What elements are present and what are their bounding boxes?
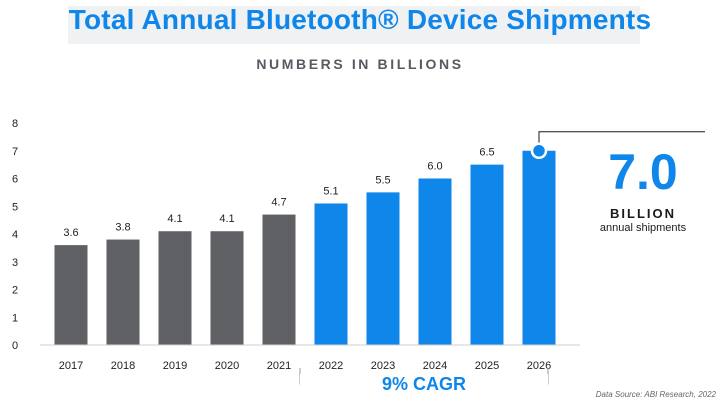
chart-title: Total Annual Bluetooth® Device Shipments — [68, 4, 652, 35]
y-tick-label: 2 — [12, 285, 18, 297]
x-tick-label: 2022 — [319, 360, 343, 372]
bar-2026 — [522, 150, 556, 345]
y-tick-label: 3 — [12, 257, 18, 269]
x-axis-labels: 2017 2018 2019 2020 2021 2022 2023 2024 2025 2026 — [59, 360, 551, 372]
y-tick-label: 7 — [12, 146, 18, 158]
data-label-2023: 5.5 — [375, 174, 390, 186]
x-tick-label: 2017 — [59, 360, 83, 372]
data-label-2021: 4.7 — [271, 197, 286, 209]
y-tick-label: 8 — [12, 118, 18, 130]
bar-2017 — [54, 245, 88, 345]
bar-2025 — [470, 164, 504, 345]
x-tick-label: 2026 — [527, 360, 551, 372]
x-tick-label: 2019 — [163, 360, 187, 372]
data-label-2024: 6.0 — [427, 161, 442, 173]
data-source: Data Source: ABI Research, 2022 — [595, 390, 716, 399]
chart-subtitle: NUMBERS IN BILLIONS — [256, 56, 464, 72]
y-tick-label: 0 — [12, 340, 18, 352]
data-label-2018: 3.8 — [115, 222, 130, 234]
y-tick-label: 4 — [12, 229, 18, 241]
y-axis-ticks: 0 1 2 3 4 5 6 7 8 — [12, 118, 18, 352]
bar-2020 — [210, 231, 244, 345]
title-background — [68, 6, 640, 44]
y-tick-label: 1 — [12, 312, 18, 324]
x-tick-label: 2023 — [371, 360, 395, 372]
x-tick-label: 2018 — [111, 360, 135, 372]
data-label-2025: 6.5 — [479, 147, 494, 159]
x-tick-label: 2024 — [423, 360, 447, 372]
y-tick-label: 6 — [12, 174, 18, 186]
x-tick-label: 2025 — [475, 360, 499, 372]
bar-2024 — [418, 178, 452, 345]
bar-2023 — [366, 192, 400, 345]
bar-2018 — [106, 239, 140, 345]
cagr-label: 9% CAGR — [300, 374, 548, 394]
callout-marker — [530, 142, 548, 159]
x-tick-label: 2020 — [215, 360, 239, 372]
callout-unit: BILLION — [610, 206, 676, 221]
data-label-2020: 4.1 — [219, 213, 234, 225]
bars — [54, 150, 556, 345]
data-label-2017: 3.6 — [63, 227, 78, 239]
bar-2021 — [262, 214, 296, 345]
callout-value: 7.0 — [608, 144, 678, 200]
data-label-2022: 5.1 — [323, 185, 338, 197]
data-labels: 3.6 3.8 4.1 4.1 4.7 5.1 5.5 6.0 6.5 — [63, 147, 494, 239]
x-tick-label: 2021 — [267, 360, 291, 372]
data-label-2019: 4.1 — [167, 213, 182, 225]
bar-2019 — [158, 231, 192, 345]
bar-2022 — [314, 203, 348, 345]
y-tick-label: 5 — [12, 201, 18, 213]
callout-description: annual shipments — [599, 222, 687, 234]
